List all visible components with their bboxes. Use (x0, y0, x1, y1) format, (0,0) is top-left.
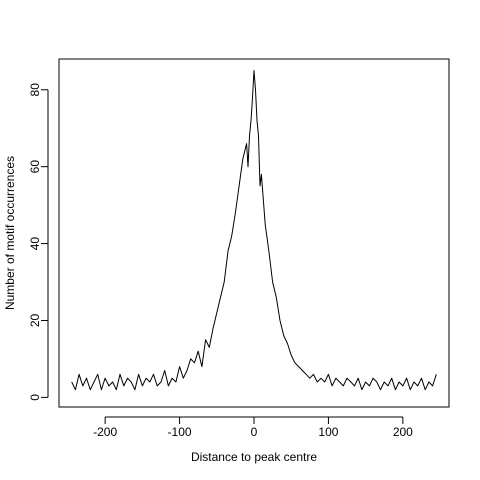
x-tick-label: 200 (393, 425, 413, 439)
plot-area: -200 -100 0 100 200 0 20 40 60 80 (28, 58, 450, 439)
y-tick-label: 60 (28, 160, 42, 174)
x-tick-label: 100 (318, 425, 338, 439)
x-axis-title: Distance to peak centre (191, 450, 317, 464)
x-tick-label: -100 (168, 425, 192, 439)
y-tick-label: 20 (28, 313, 42, 327)
y-tick-label: 0 (28, 394, 42, 401)
y-tick-label: 80 (28, 83, 42, 97)
y-axis-title: Number of motif occurrences (3, 156, 17, 310)
y-tick-label: 40 (28, 237, 42, 251)
x-tick-label: 0 (251, 425, 258, 439)
series-line (71, 70, 437, 391)
plot-frame (58, 58, 450, 408)
x-tick-label: -200 (93, 425, 117, 439)
